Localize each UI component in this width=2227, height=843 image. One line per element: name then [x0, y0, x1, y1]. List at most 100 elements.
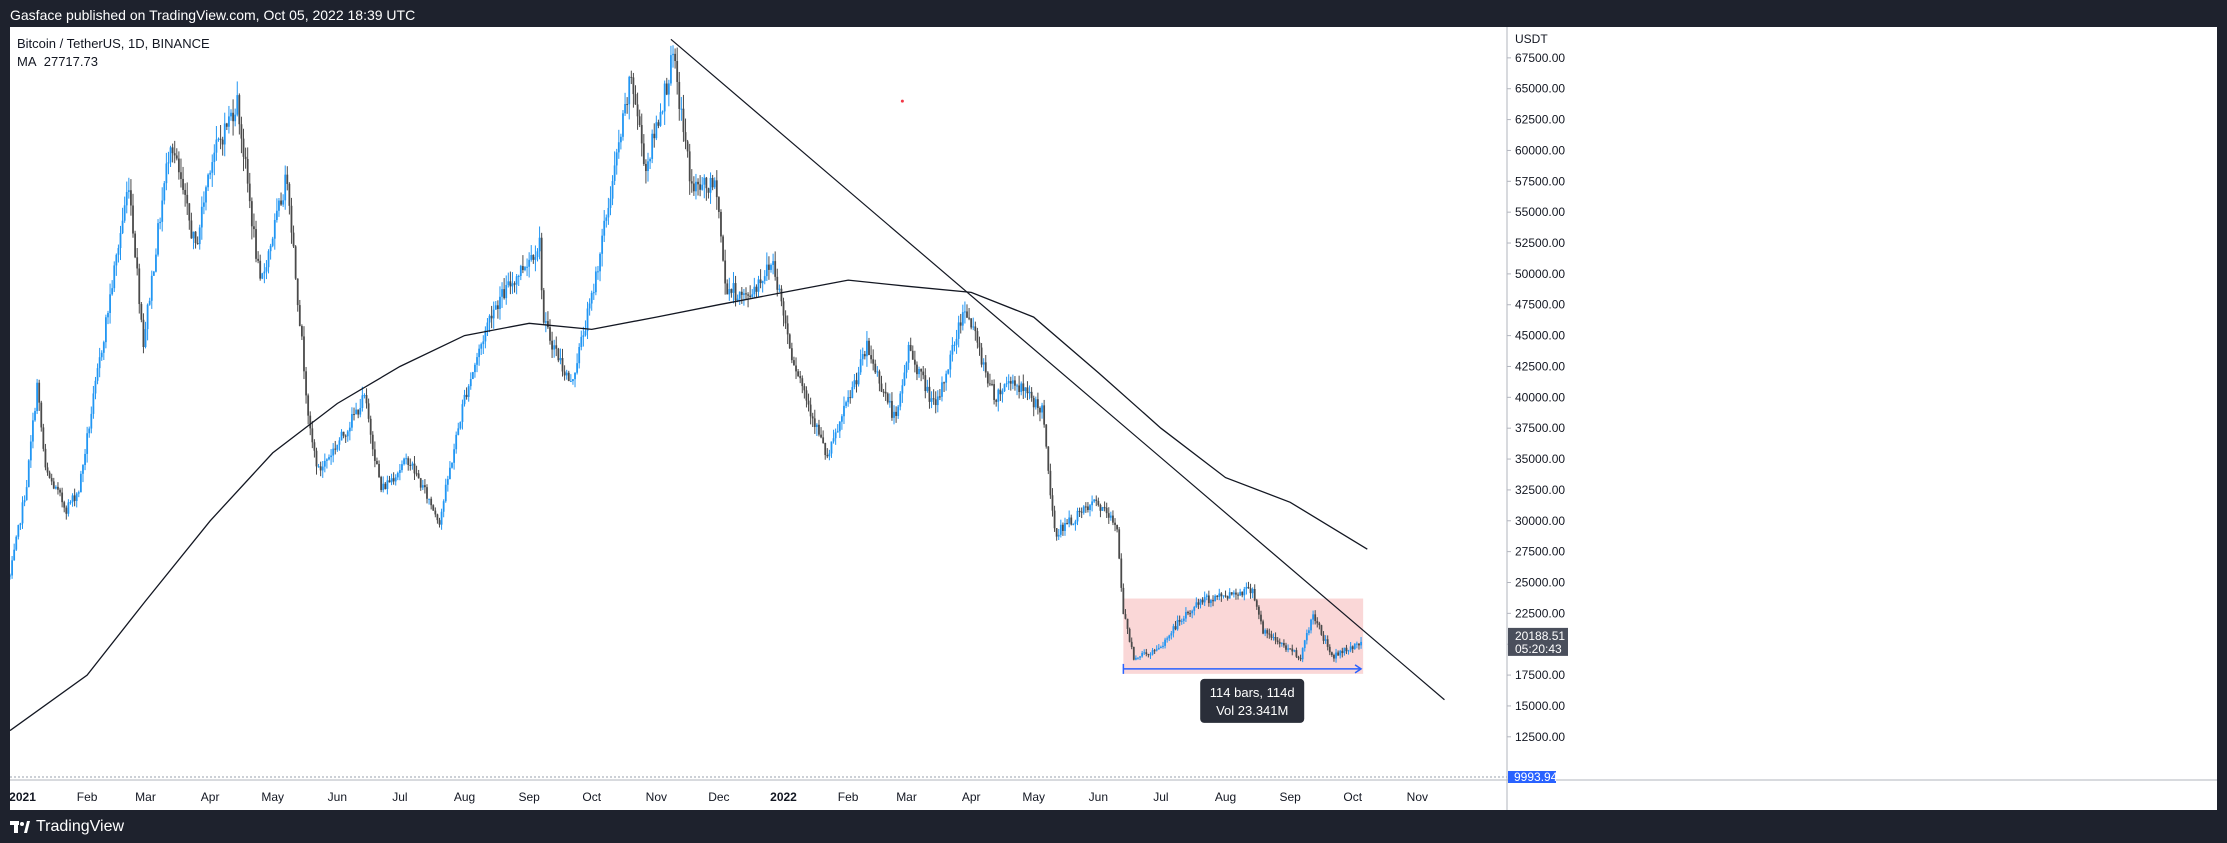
candle-body [315, 450, 318, 467]
candle [1172, 623, 1175, 638]
candle [1097, 497, 1100, 507]
candle-body [207, 174, 209, 188]
candle [1237, 592, 1239, 600]
candle [25, 479, 28, 501]
candle-body [1235, 592, 1237, 595]
candle [768, 256, 770, 280]
candle-body [780, 288, 783, 302]
candle [321, 461, 324, 478]
candle-body [1232, 592, 1235, 595]
candle-body [705, 177, 708, 189]
candle [695, 173, 697, 200]
candle-body [1089, 505, 1091, 511]
candle [728, 277, 731, 301]
candle-body [1153, 650, 1156, 652]
candle [576, 353, 579, 375]
candle [855, 372, 858, 393]
measure-tool-layer[interactable]: 114 bars, 114d Vol 23.341M [1122, 663, 1363, 723]
candle-body [57, 486, 59, 490]
candle [436, 513, 439, 524]
candle-body [1145, 652, 1148, 654]
candle [1030, 387, 1033, 402]
candle [1099, 503, 1102, 518]
candle-body [528, 259, 531, 267]
candle-body [711, 177, 714, 188]
candle [713, 177, 716, 190]
candle [111, 280, 114, 296]
candle [749, 285, 752, 299]
candle-body [609, 198, 612, 208]
candle [649, 157, 651, 170]
candle-body [1268, 633, 1271, 635]
candle-body [296, 278, 299, 306]
candle-body [995, 399, 998, 402]
candle [69, 500, 72, 505]
chart-panel[interactable]: 114 bars, 114d Vol 23.341M USDT 12500.00 15… [10, 27, 2217, 810]
candle [813, 409, 816, 434]
candle-body [501, 289, 503, 297]
candle-body [828, 453, 831, 457]
candle-body [861, 354, 864, 360]
candle [1343, 647, 1346, 656]
candle-body [413, 463, 416, 474]
candle-body [42, 427, 45, 449]
candle [311, 421, 314, 449]
candle [809, 397, 812, 425]
candle-body [353, 414, 355, 416]
candle [1197, 598, 1200, 610]
candle-body [715, 180, 718, 198]
candle-body [150, 275, 153, 301]
candle [248, 172, 251, 209]
candle [907, 341, 910, 370]
candle [959, 313, 962, 334]
candle [236, 81, 239, 117]
candle [63, 500, 66, 513]
candle [1335, 648, 1337, 663]
candle [888, 393, 891, 408]
candle [1164, 637, 1166, 649]
candle-body [1078, 510, 1081, 512]
candle-body [44, 448, 47, 468]
candle-body [632, 77, 635, 95]
candle [457, 422, 460, 436]
candle [636, 92, 639, 130]
candle-body [943, 382, 945, 384]
candle [997, 388, 1000, 412]
price-chart[interactable]: 114 bars, 114d Vol 23.341M USDT 12500.00 15… [10, 27, 2217, 810]
candle-body [932, 398, 935, 400]
candle [619, 133, 622, 150]
time-tick-label: Oct [582, 790, 601, 804]
candle-body [980, 347, 983, 365]
candle-body [342, 431, 345, 436]
candle [323, 453, 326, 473]
candle-body [759, 279, 762, 284]
candle-body [102, 342, 105, 353]
candle [428, 498, 430, 505]
candle [449, 461, 451, 480]
candle [242, 128, 245, 172]
candle-body [561, 358, 564, 372]
candle [190, 212, 193, 239]
candle [638, 109, 641, 128]
candle [1016, 383, 1018, 396]
candle-body [421, 485, 424, 488]
candle-body [323, 460, 326, 467]
candle-body [250, 201, 253, 227]
candle-body [730, 289, 733, 293]
candle [328, 454, 330, 461]
candle-body [605, 217, 608, 221]
candle [528, 252, 531, 278]
candle-body [248, 183, 251, 202]
candle-body [624, 104, 626, 114]
trendline-layer[interactable] [670, 38, 1445, 701]
candle-body [107, 312, 109, 318]
candle [467, 384, 470, 402]
candle-body [209, 172, 212, 175]
candle-body [319, 466, 322, 471]
candle-body [1130, 641, 1133, 647]
candle-body [1353, 643, 1356, 649]
candle [132, 193, 134, 238]
candle [1093, 498, 1096, 503]
candle [261, 272, 264, 280]
candle-body [1182, 618, 1185, 621]
